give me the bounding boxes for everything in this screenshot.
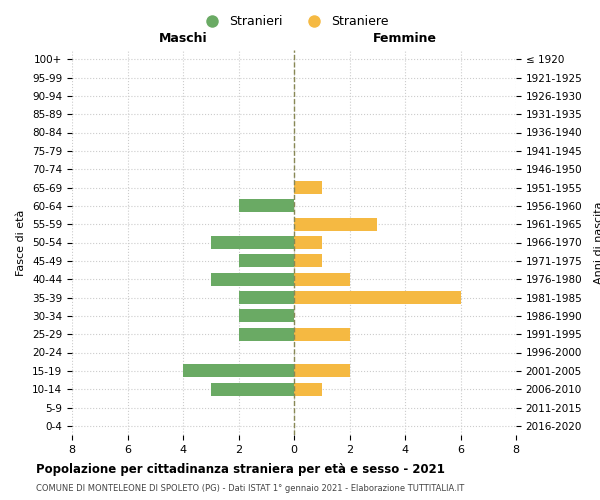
Legend: Stranieri, Straniere: Stranieri, Straniere (194, 10, 394, 33)
Bar (294, 291, 461, 304)
Bar (294, 328, 349, 341)
Text: Femmine: Femmine (373, 32, 437, 44)
Y-axis label: Anni di nascita: Anni di nascita (593, 201, 600, 284)
Bar (239, 309, 294, 322)
Bar (294, 382, 322, 396)
Bar (239, 328, 294, 341)
Bar (294, 254, 322, 268)
Bar (294, 218, 377, 231)
Text: Popolazione per cittadinanza straniera per età e sesso - 2021: Popolazione per cittadinanza straniera p… (36, 462, 445, 475)
Bar (294, 236, 322, 249)
Bar (211, 236, 294, 249)
Bar (239, 291, 294, 304)
Text: COMUNE DI MONTELEONE DI SPOLETO (PG) - Dati ISTAT 1° gennaio 2021 - Elaborazione: COMUNE DI MONTELEONE DI SPOLETO (PG) - D… (36, 484, 464, 493)
Bar (294, 272, 349, 286)
Bar (239, 199, 294, 212)
Y-axis label: Fasce di età: Fasce di età (16, 210, 26, 276)
Bar (183, 364, 294, 378)
Bar (211, 272, 294, 286)
Text: Maschi: Maschi (158, 32, 208, 44)
Bar (211, 382, 294, 396)
Bar (294, 364, 349, 378)
Bar (239, 254, 294, 268)
Bar (294, 181, 322, 194)
